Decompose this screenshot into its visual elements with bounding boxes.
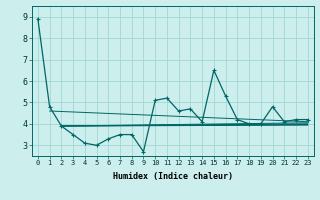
X-axis label: Humidex (Indice chaleur): Humidex (Indice chaleur) xyxy=(113,172,233,181)
